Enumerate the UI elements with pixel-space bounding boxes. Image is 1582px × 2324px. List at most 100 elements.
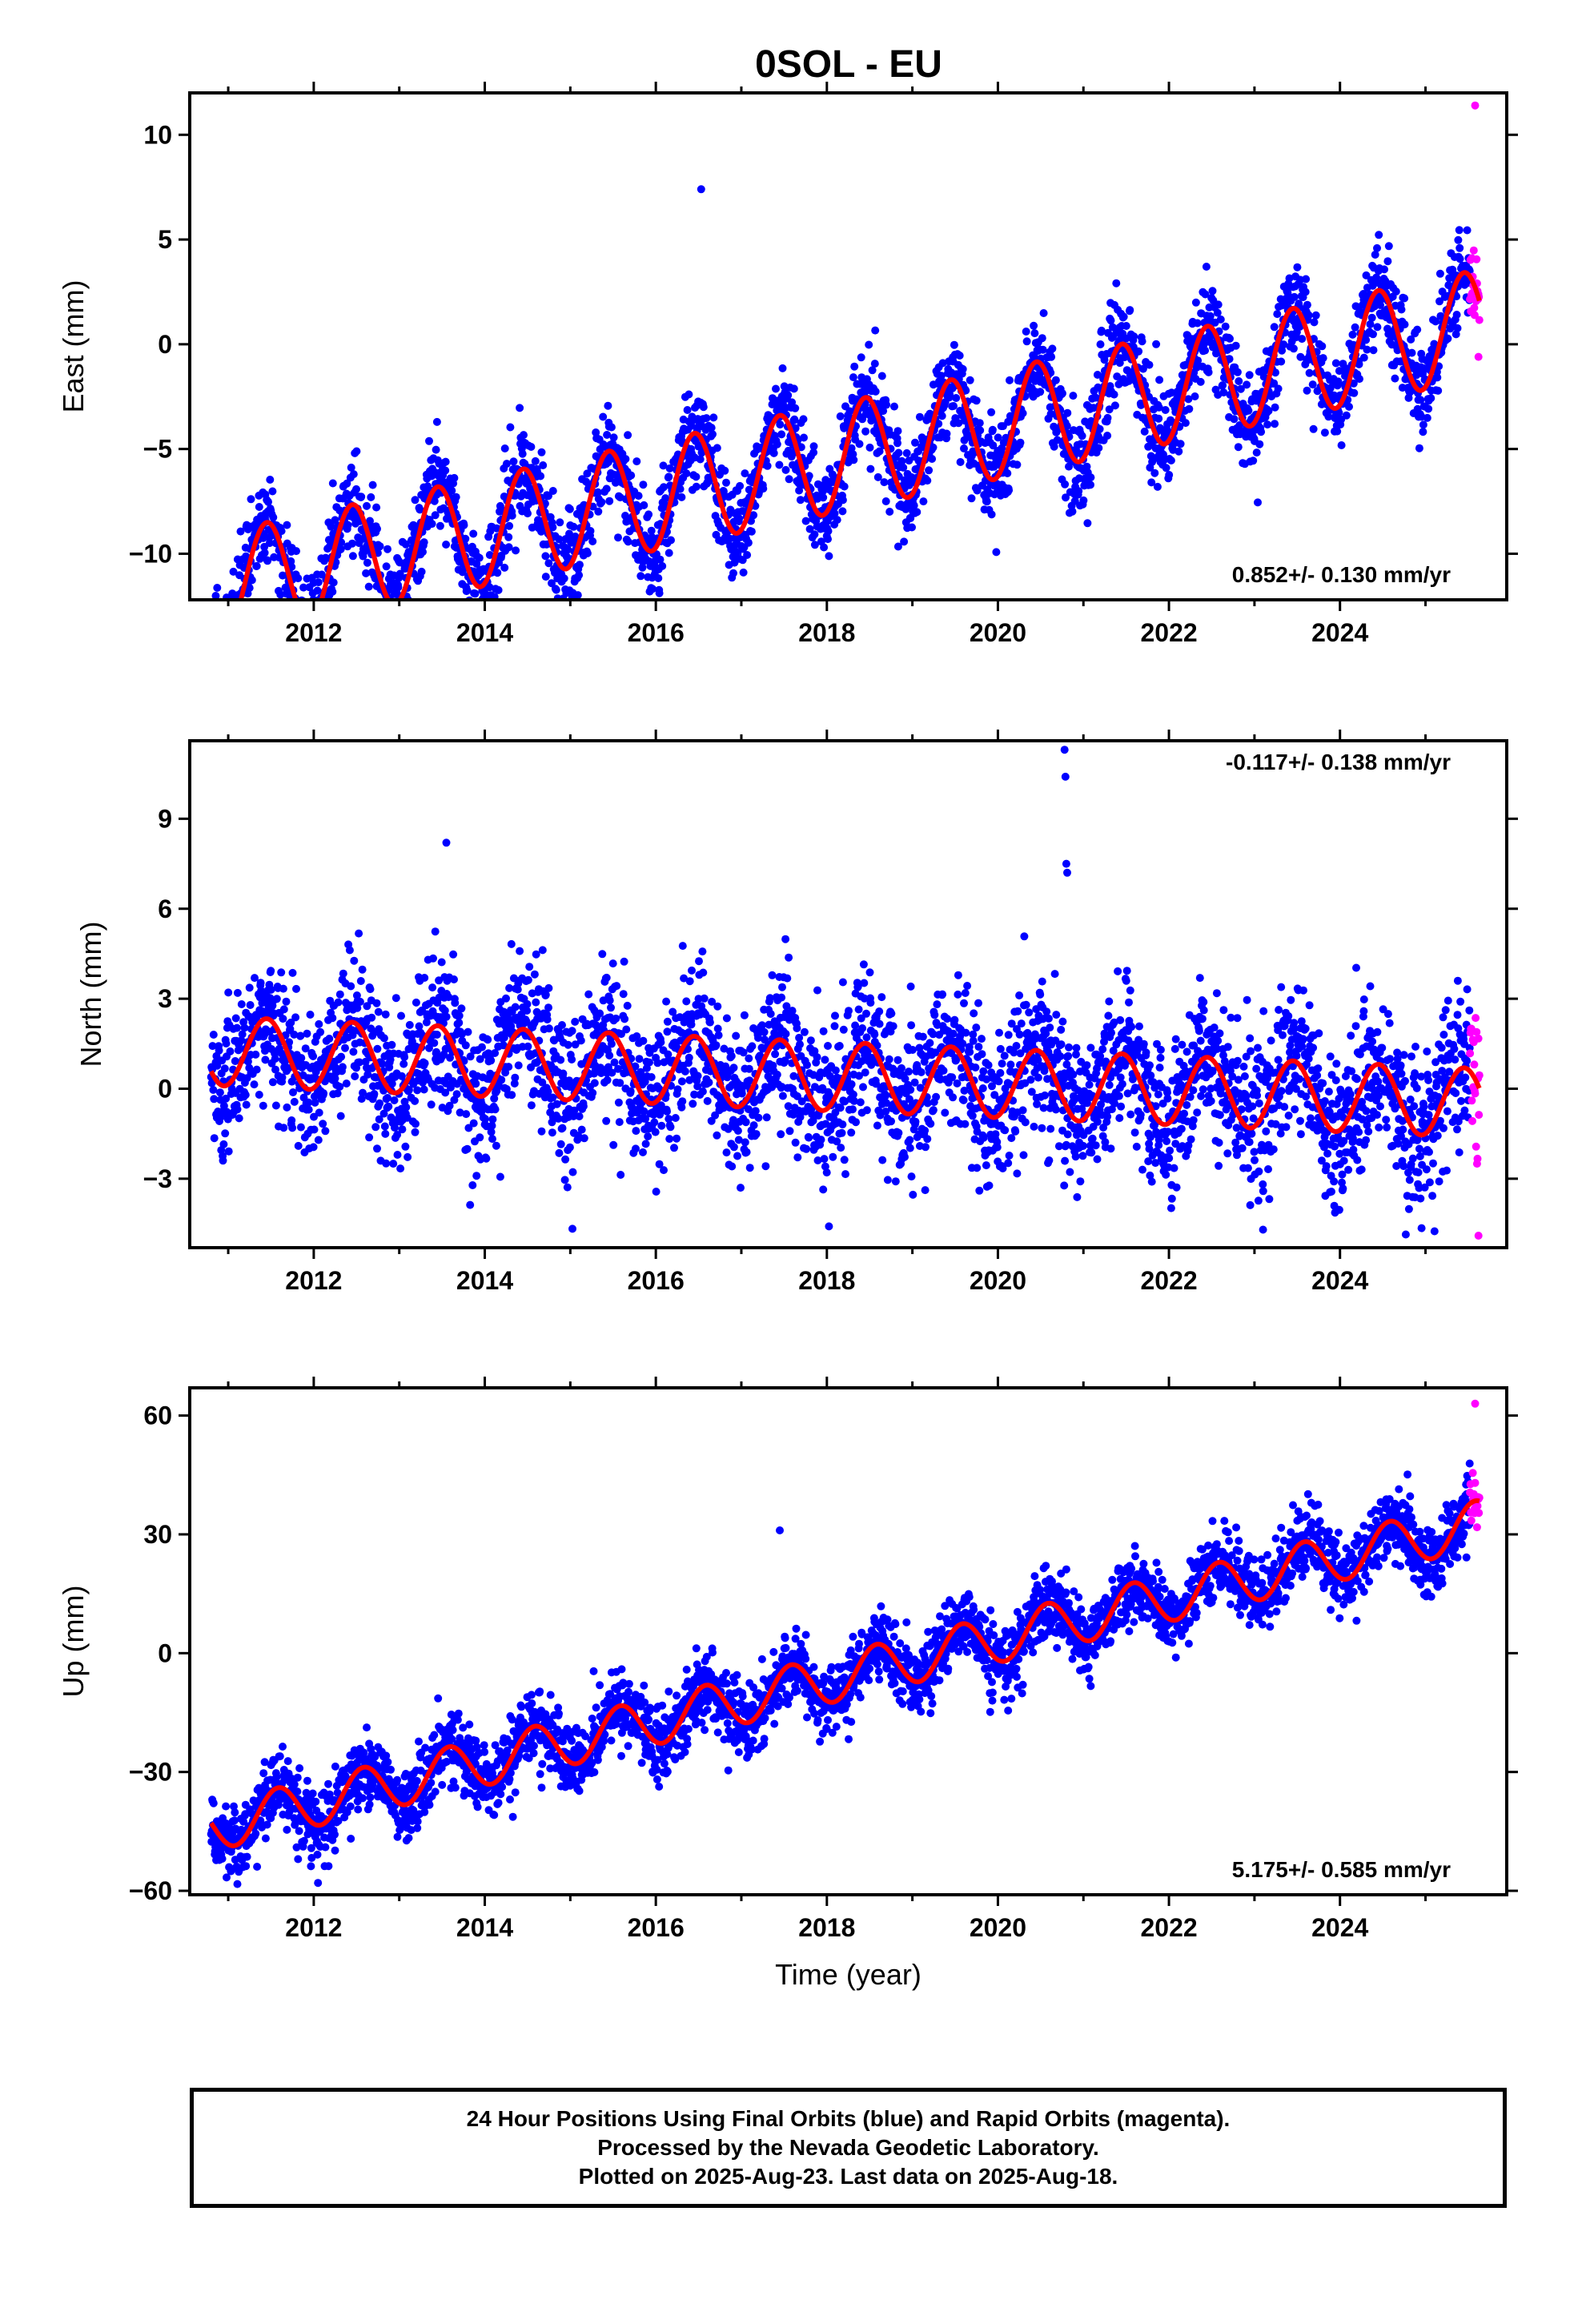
data-point (520, 431, 528, 440)
data-point (873, 472, 882, 481)
data-point (620, 1015, 629, 1023)
data-point (1119, 312, 1128, 321)
data-point (548, 1093, 557, 1102)
data-point (632, 1144, 640, 1153)
data-point (1161, 406, 1170, 414)
data-point (1380, 265, 1388, 274)
data-point (287, 1116, 296, 1124)
data-point (665, 549, 673, 557)
data-point (226, 1047, 235, 1055)
data-point (1093, 371, 1102, 379)
data-point (677, 1077, 686, 1086)
data-point (216, 657, 224, 665)
data-point (632, 457, 641, 466)
data-point (838, 496, 847, 505)
data-point (223, 622, 231, 630)
data-point (1046, 409, 1055, 418)
data-point (209, 603, 217, 611)
data-point (850, 362, 859, 371)
data-point (950, 402, 958, 410)
data-point (1351, 323, 1359, 332)
data-point (1244, 406, 1253, 415)
data-point (377, 614, 385, 622)
data-point (544, 983, 553, 992)
data-point (531, 456, 540, 465)
data-point (893, 427, 902, 436)
data-point (420, 538, 428, 547)
data-point (742, 1148, 751, 1156)
data-point (387, 630, 396, 638)
data-point (861, 427, 870, 436)
data-point (450, 473, 459, 482)
data-point (391, 605, 399, 613)
data-point (505, 521, 514, 530)
data-point (472, 1172, 481, 1180)
data-point (431, 927, 440, 936)
data-point (537, 1127, 546, 1136)
data-point (1154, 414, 1163, 423)
data-point (316, 1027, 325, 1036)
data-point (875, 447, 884, 456)
data-point (211, 613, 219, 621)
data-point (466, 1200, 475, 1209)
data-point (215, 1088, 224, 1097)
data-point (478, 1043, 486, 1051)
data-point (805, 472, 813, 480)
data-point (911, 438, 919, 447)
data-point (509, 457, 518, 466)
data-point (504, 543, 513, 552)
data-point (227, 644, 235, 652)
data-point (404, 615, 412, 623)
data-point (246, 1001, 255, 1009)
data-point (302, 662, 310, 670)
data-point (605, 996, 614, 1005)
data-point (1407, 335, 1415, 344)
data-point (267, 967, 275, 975)
data-point (541, 573, 550, 581)
data-point (305, 606, 313, 614)
data-point (1319, 354, 1327, 363)
data-point (817, 1136, 825, 1144)
data-point (223, 625, 231, 633)
data-point (389, 622, 397, 630)
data-point (713, 444, 721, 452)
data-point (1376, 301, 1384, 309)
data-point (1270, 379, 1279, 388)
data-point (225, 641, 233, 649)
data-point (688, 966, 696, 975)
data-point (1257, 428, 1266, 436)
data-point (238, 621, 246, 629)
data-point (209, 618, 217, 626)
data-point (420, 1059, 429, 1068)
panel-frame (188, 91, 1508, 601)
data-point (219, 716, 227, 724)
data-point (1285, 274, 1294, 283)
data-point (909, 501, 918, 510)
data-point (1230, 415, 1239, 424)
data-point (1271, 420, 1279, 428)
data-point (387, 605, 396, 613)
data-point (375, 542, 384, 551)
data-point (737, 1184, 745, 1192)
data-point (294, 1141, 303, 1150)
data-point (428, 983, 437, 992)
data-point (1234, 443, 1243, 452)
data-point (973, 486, 982, 495)
data-point (925, 466, 934, 475)
data-point (644, 1132, 652, 1140)
data-point (635, 1055, 644, 1063)
data-point (413, 1086, 422, 1095)
data-point (404, 1152, 412, 1161)
data-point (1196, 377, 1205, 386)
data-point (677, 493, 686, 501)
data-point (1452, 330, 1460, 339)
data-point (374, 1007, 383, 1016)
data-point (627, 471, 636, 480)
data-point (411, 1128, 420, 1136)
data-point (1030, 321, 1038, 330)
data-point (666, 1123, 675, 1132)
data-point (216, 611, 224, 619)
data-point (238, 1030, 247, 1039)
data-point (994, 433, 1002, 442)
data-point (1243, 380, 1251, 389)
